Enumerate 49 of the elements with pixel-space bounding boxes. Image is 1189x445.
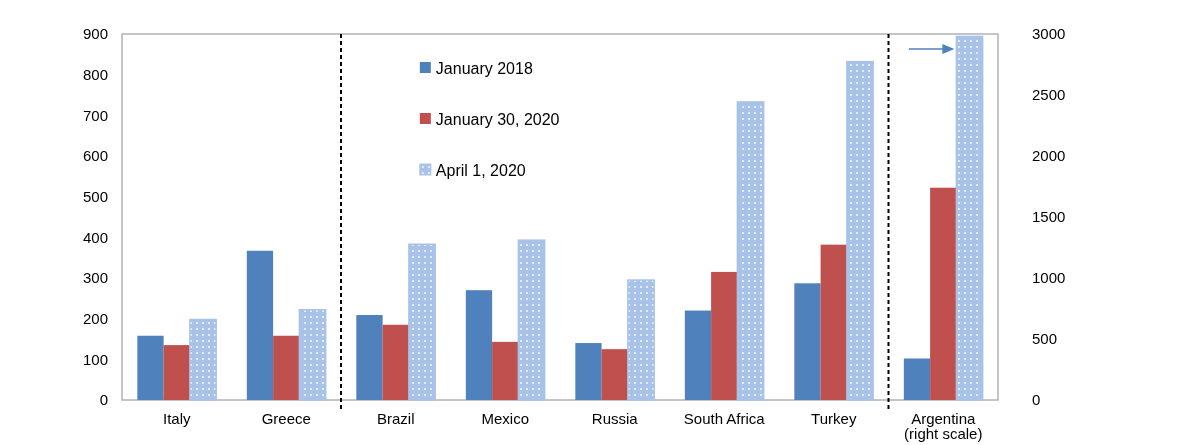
bar [408, 243, 436, 401]
bar [382, 324, 409, 400]
y2-tick-label: 2000 [1032, 147, 1066, 165]
bar [137, 335, 164, 400]
y-tick-label: 700 [82, 106, 108, 124]
y2-tick-label: 1500 [1032, 208, 1066, 226]
y2-tick-label: 2500 [1032, 86, 1066, 104]
y-tick-label: 300 [82, 269, 108, 287]
x-tick-label: Turkey [811, 410, 857, 427]
bar [246, 250, 274, 400]
x-tick-label: Argentina (right scale) [904, 410, 983, 442]
y-tick-label: 200 [82, 309, 108, 327]
bar [465, 290, 493, 400]
bar [163, 345, 190, 400]
bar [736, 101, 765, 401]
y-tick-label: 100 [82, 350, 108, 368]
bar [820, 244, 847, 400]
y-tick-label: 900 [82, 25, 108, 43]
x-tick-label: Russia [591, 410, 639, 427]
x-tick-label: Mexico [481, 410, 530, 427]
bar [627, 279, 655, 401]
bar [575, 343, 602, 400]
y-tick-label: 800 [82, 65, 108, 83]
x-tick-label: Greece [261, 410, 311, 427]
y2-tick-label: 3000 [1032, 25, 1066, 43]
y2-tick-label: 500 [1032, 330, 1058, 348]
bar [356, 315, 383, 400]
y2-tick-label: 1000 [1032, 269, 1066, 287]
bar [298, 308, 327, 401]
y-tick-label: 0 [99, 391, 108, 409]
bar [684, 310, 712, 400]
y2-tick-label: 0 [1032, 391, 1041, 409]
bar [273, 335, 300, 400]
y-tick-label: 400 [82, 228, 108, 246]
bar [601, 349, 628, 400]
bar [794, 283, 821, 400]
bar [517, 239, 546, 401]
x-tick-label: South Africa [683, 410, 766, 427]
bar [492, 341, 519, 400]
bar [711, 271, 738, 400]
y-tick-label: 500 [82, 187, 108, 205]
bar [189, 318, 217, 401]
legend-label: January 30, 2020 [435, 110, 560, 128]
x-tick-label: Brazil [376, 410, 415, 427]
legend-label: January 2018 [435, 59, 533, 77]
bar [846, 60, 874, 401]
y-tick-label: 600 [82, 147, 108, 165]
legend-label: April 1, 2020 [435, 161, 526, 179]
x-tick-label: Italy [162, 410, 191, 427]
